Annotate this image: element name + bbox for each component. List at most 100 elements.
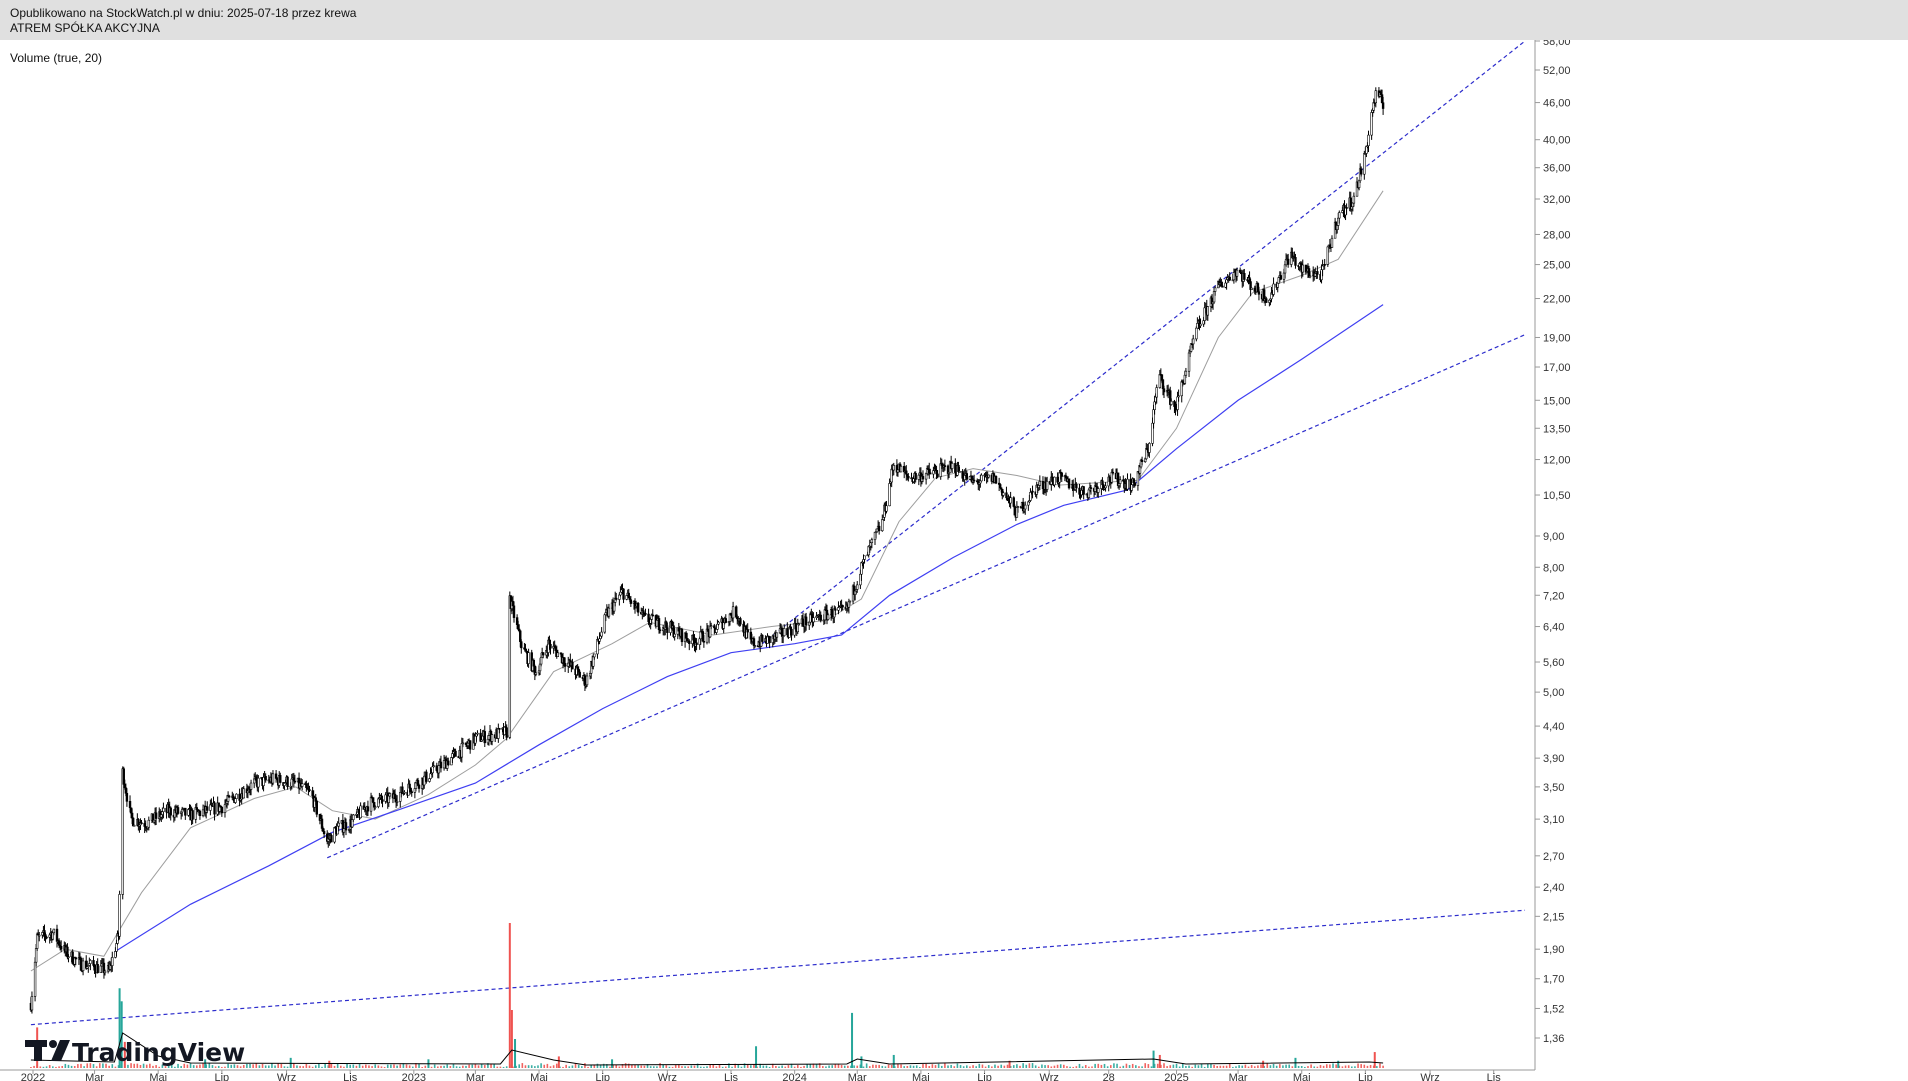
- price-candle: [322, 828, 326, 839]
- volume-bar: [884, 1066, 887, 1068]
- candle-body: [688, 640, 691, 644]
- price-candle: [972, 474, 976, 484]
- price-candle: [899, 464, 903, 473]
- price-candle: [929, 468, 932, 475]
- candle-body: [169, 807, 172, 816]
- price-candle: [709, 622, 713, 630]
- volume-bar: [900, 1064, 902, 1068]
- volume-bar: [242, 1065, 245, 1068]
- volume-bar: [55, 1066, 57, 1068]
- price-candle: [271, 770, 275, 786]
- price-tick-label: 2,70: [1543, 851, 1564, 863]
- volume-bar-spike: [1337, 1060, 1340, 1068]
- volume-bar: [1369, 1065, 1372, 1068]
- volume-bar: [740, 1066, 743, 1068]
- candle-body: [1016, 506, 1020, 508]
- volume-bar: [865, 1063, 868, 1068]
- price-candle: [454, 748, 457, 757]
- volume-bar: [1322, 1065, 1325, 1068]
- volume-bar: [430, 1066, 433, 1068]
- candle-body: [381, 799, 384, 802]
- price-tick-label: 1,52: [1543, 1003, 1564, 1015]
- price-candle: [439, 755, 443, 773]
- candle-body: [921, 476, 925, 480]
- volume-bar: [386, 1064, 389, 1068]
- candle-body: [271, 773, 275, 784]
- volume-bar: [1200, 1063, 1203, 1068]
- volume-bar: [1069, 1066, 1071, 1068]
- volume-bar: [950, 1064, 952, 1068]
- candle-body: [539, 656, 543, 665]
- volume-bar: [665, 1065, 668, 1068]
- volume-bar: [646, 1063, 649, 1068]
- candle-body: [374, 806, 377, 808]
- volume-bar: [1016, 1064, 1018, 1068]
- price-candle: [74, 956, 77, 966]
- price-candle: [651, 609, 654, 617]
- candle-body: [293, 780, 297, 783]
- candle-body: [629, 599, 633, 604]
- time-tick-label: Lip: [215, 1072, 230, 1081]
- price-candle: [1031, 485, 1034, 499]
- volume-bar: [496, 1066, 499, 1068]
- volume-bar: [724, 1066, 727, 1068]
- volume-bar: [969, 1066, 971, 1068]
- candle-body: [1184, 370, 1188, 376]
- price-candle: [279, 772, 282, 784]
- time-tick-label: Maj: [1293, 1072, 1311, 1081]
- volume-bar: [1379, 1063, 1381, 1068]
- volume-bar: [314, 1065, 317, 1068]
- candle-body: [527, 652, 530, 664]
- trend-line: [761, 40, 1526, 645]
- price-candle: [870, 537, 874, 549]
- candle-body: [914, 473, 917, 480]
- volume-bar: [590, 1064, 592, 1068]
- price-candle: [337, 817, 340, 832]
- volume-bar: [656, 1066, 658, 1068]
- price-candle: [1213, 285, 1217, 296]
- symbol-name: ATREM SPÓŁKA AKCYJNA: [10, 21, 160, 35]
- volume-bar: [953, 1066, 956, 1068]
- volume-bar: [637, 1065, 639, 1068]
- volume-bar: [1376, 1066, 1378, 1068]
- volume-bar: [102, 1063, 104, 1068]
- candle-body: [330, 835, 333, 843]
- volume-bar: [83, 1066, 85, 1068]
- volume-bar-spike: [120, 1001, 123, 1068]
- price-candle: [176, 804, 180, 815]
- volume-bar: [196, 1065, 198, 1068]
- candle-body: [1133, 482, 1136, 486]
- price-candle: [965, 470, 969, 481]
- price-candle: [1367, 130, 1370, 153]
- candle-body: [279, 775, 282, 783]
- price-tick-label: 15,00: [1543, 395, 1571, 407]
- volume-bar: [571, 1065, 574, 1068]
- price-candle: [1249, 278, 1252, 297]
- volume-bar: [972, 1065, 974, 1068]
- volume-bar: [640, 1065, 643, 1068]
- volume-bar: [443, 1065, 445, 1068]
- candle-body: [1002, 492, 1005, 496]
- volume-bar: [1235, 1066, 1237, 1068]
- volume-bar: [167, 1063, 170, 1068]
- volume-bar: [302, 1066, 305, 1068]
- volume-bar: [1044, 1065, 1046, 1068]
- price-candle: [1170, 398, 1173, 406]
- volume-bar: [981, 1064, 984, 1068]
- price-candle: [1024, 501, 1027, 515]
- price-candle: [1060, 471, 1063, 482]
- volume-bar: [205, 1064, 207, 1068]
- price-candle: [1301, 259, 1304, 277]
- volume-bar: [800, 1066, 802, 1068]
- volume-bar: [393, 1064, 395, 1068]
- volume-bar: [1050, 1066, 1053, 1068]
- candle-body: [715, 628, 718, 633]
- price-tick-label: 9,00: [1543, 531, 1564, 543]
- volume-bar: [1031, 1063, 1034, 1068]
- volume-bar: [1238, 1065, 1240, 1068]
- volume-bar: [750, 1065, 752, 1068]
- volume-bar: [897, 1063, 899, 1068]
- candle-body: [881, 519, 884, 532]
- volume-bar-spike: [204, 1059, 207, 1068]
